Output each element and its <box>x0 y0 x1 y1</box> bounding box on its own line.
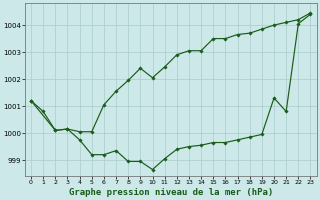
X-axis label: Graphe pression niveau de la mer (hPa): Graphe pression niveau de la mer (hPa) <box>68 188 273 197</box>
